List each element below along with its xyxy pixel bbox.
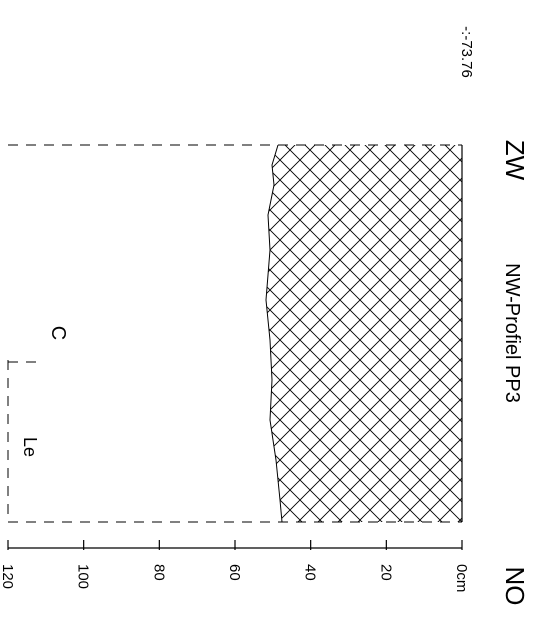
- scale-tick-label: 100: [75, 564, 92, 589]
- scale-tick-label: 80: [150, 564, 167, 581]
- scale-tick-label: 0cm: [453, 564, 470, 592]
- scale-tick-label: 60: [226, 564, 243, 581]
- scale-tick-label: 20: [377, 564, 394, 581]
- elevation-label: -:-73.76: [458, 26, 475, 78]
- layer-boundary-line: [265, 144, 283, 523]
- profile-title: NW-Profiel PP3: [501, 263, 523, 403]
- right-end-label: NO: [500, 567, 530, 606]
- scale-tick-label: 120: [0, 564, 16, 589]
- layer-label-c: C: [47, 326, 69, 340]
- left-end-label: ZW: [500, 140, 530, 181]
- scale-ticks: 0cm 20 40 60 80 100 120: [0, 540, 470, 592]
- scale-tick-label: 40: [302, 564, 319, 581]
- crosshatch-layer: [266, 145, 462, 522]
- layer-label-le: Le: [20, 437, 40, 457]
